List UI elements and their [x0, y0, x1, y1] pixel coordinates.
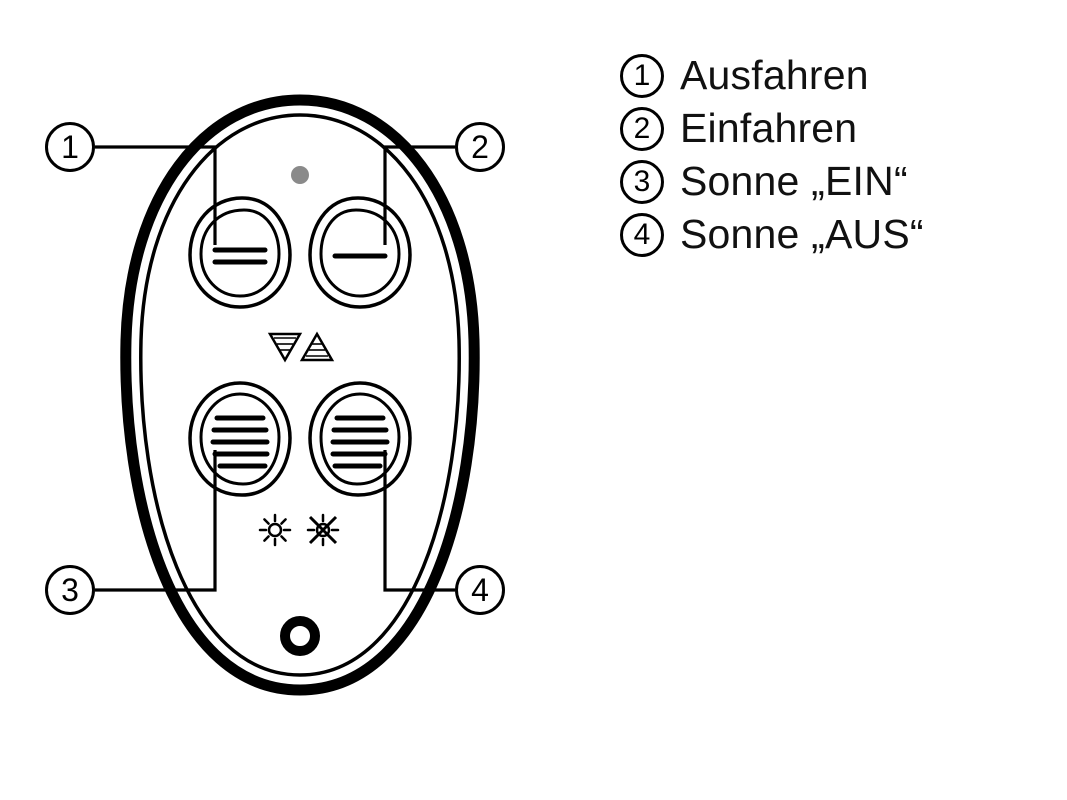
callout-1-num: 1 [61, 129, 79, 166]
callout-2: 2 [455, 122, 505, 172]
callout-3: 3 [45, 565, 95, 615]
legend-num-4: 4 [620, 213, 664, 257]
callout-4: 4 [455, 565, 505, 615]
legend-row-2: 2 Einfahren [620, 105, 924, 152]
diagram-canvas: 1 2 3 4 [0, 0, 1067, 800]
legend-num-3: 3 [620, 160, 664, 204]
legend-label-4: Sonne „AUS“ [680, 211, 924, 258]
led-indicator [291, 166, 309, 184]
callout-4-num: 4 [471, 572, 489, 609]
legend-num-1: 1 [620, 54, 664, 98]
legend-row-4: 4 Sonne „AUS“ [620, 211, 924, 258]
callout-3-num: 3 [61, 572, 79, 609]
button-1[interactable] [190, 198, 290, 307]
legend-row-3: 3 Sonne „EIN“ [620, 158, 924, 205]
button-2[interactable] [310, 198, 410, 307]
legend-label-2: Einfahren [680, 105, 857, 152]
legend-label-3: Sonne „EIN“ [680, 158, 908, 205]
sun-off-icon [308, 515, 338, 545]
button-4[interactable] [310, 383, 410, 495]
remote-body-outer [126, 100, 474, 690]
callout-2-num: 2 [471, 129, 489, 166]
button-3[interactable] [190, 383, 290, 495]
legend-label-1: Ausfahren [680, 52, 869, 99]
legend: 1 Ausfahren 2 Einfahren 3 Sonne „EIN“ 4 … [620, 52, 924, 264]
legend-num-2: 2 [620, 107, 664, 151]
legend-row-1: 1 Ausfahren [620, 52, 924, 99]
callout-1: 1 [45, 122, 95, 172]
